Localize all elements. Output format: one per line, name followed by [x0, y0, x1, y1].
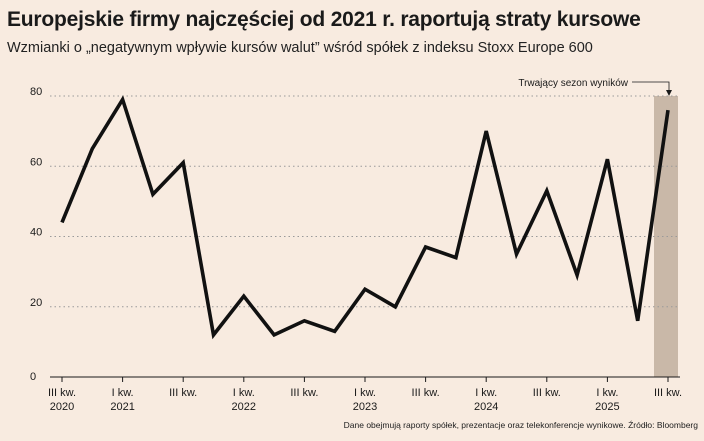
x-tick-year-label: 2020 [50, 401, 74, 413]
x-tick-label: III kw. [48, 387, 76, 399]
x-tick-label: I kw. [596, 387, 618, 399]
x-tick-year-label: 2025 [595, 401, 619, 413]
x-tick-label: III kw. [412, 387, 440, 399]
x-tick-year-label: 2022 [232, 401, 256, 413]
chart-subtitle: Wzmianki o „negatywnym wpływie kursów wa… [7, 40, 593, 56]
y-tick-label: 20 [30, 297, 42, 309]
annotation-arrow-head [666, 90, 672, 96]
series-line-0 [60, 95, 670, 340]
y-tick-label: 80 [30, 86, 42, 98]
y-tick-label: 60 [30, 156, 42, 168]
x-tick-year-label: 2021 [110, 401, 134, 413]
x-tick-year-label: 2023 [353, 401, 377, 413]
x-tick-label: III kw. [533, 387, 561, 399]
x-tick-label: III kw. [169, 387, 197, 399]
y-tick-label: 40 [30, 227, 42, 239]
y-tick-label: 0 [30, 371, 36, 383]
x-tick-label: III kw. [654, 387, 682, 399]
annotation-label: Trwający sezon wyników [518, 78, 628, 89]
annotation-arrow-line [632, 81, 670, 92]
x-tick-label: I kw. [112, 387, 134, 399]
x-tick-label: I kw. [475, 387, 497, 399]
chart-title: Europejskie firmy najczęściej od 2021 r.… [7, 8, 641, 31]
x-tick-label: III kw. [290, 387, 318, 399]
x-tick-year-label: 2024 [474, 401, 498, 413]
x-tick-label: I kw. [233, 387, 255, 399]
x-tick-label: I kw. [354, 387, 376, 399]
chart-source: Dane obejmują raporty spółek, prezentacj… [343, 420, 698, 430]
